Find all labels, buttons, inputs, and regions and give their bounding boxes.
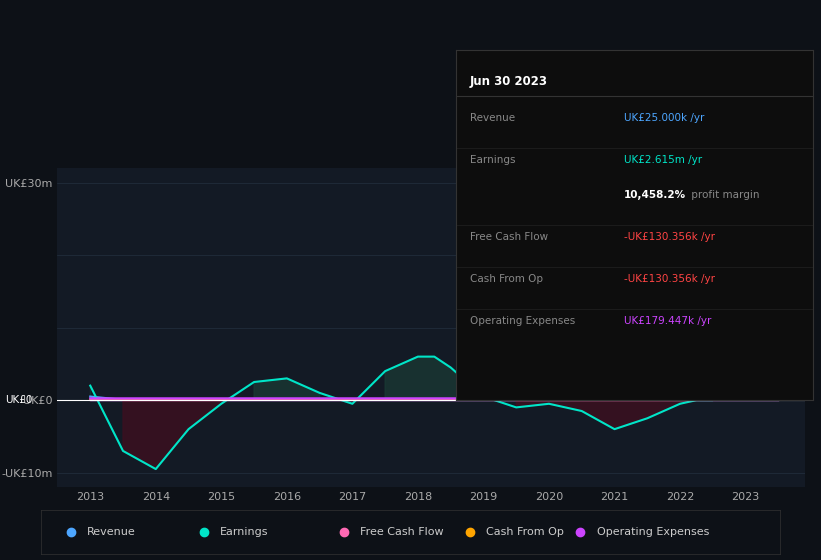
Text: Free Cash Flow: Free Cash Flow [360, 527, 444, 537]
Text: -UK£130.356k /yr: -UK£130.356k /yr [623, 232, 714, 242]
Text: Operating Expenses: Operating Expenses [597, 527, 709, 537]
Text: Earnings: Earnings [220, 527, 268, 537]
Text: Revenue: Revenue [470, 113, 515, 123]
Text: Earnings: Earnings [470, 156, 516, 165]
Text: UK£179.447k /yr: UK£179.447k /yr [623, 316, 711, 326]
Text: profit margin: profit margin [688, 190, 759, 200]
Text: Cash From Op: Cash From Op [486, 527, 564, 537]
Text: UK£2.615m /yr: UK£2.615m /yr [623, 156, 702, 165]
Text: Operating Expenses: Operating Expenses [470, 316, 576, 326]
Text: Revenue: Revenue [87, 527, 135, 537]
Text: UK£25.000k /yr: UK£25.000k /yr [623, 113, 704, 123]
Text: Jun 30 2023: Jun 30 2023 [470, 75, 548, 88]
Text: Free Cash Flow: Free Cash Flow [470, 232, 548, 242]
Text: Cash From Op: Cash From Op [470, 274, 543, 284]
Text: UK£0: UK£0 [5, 395, 33, 405]
Text: -UK£130.356k /yr: -UK£130.356k /yr [623, 274, 714, 284]
Text: 10,458.2%: 10,458.2% [623, 190, 686, 200]
